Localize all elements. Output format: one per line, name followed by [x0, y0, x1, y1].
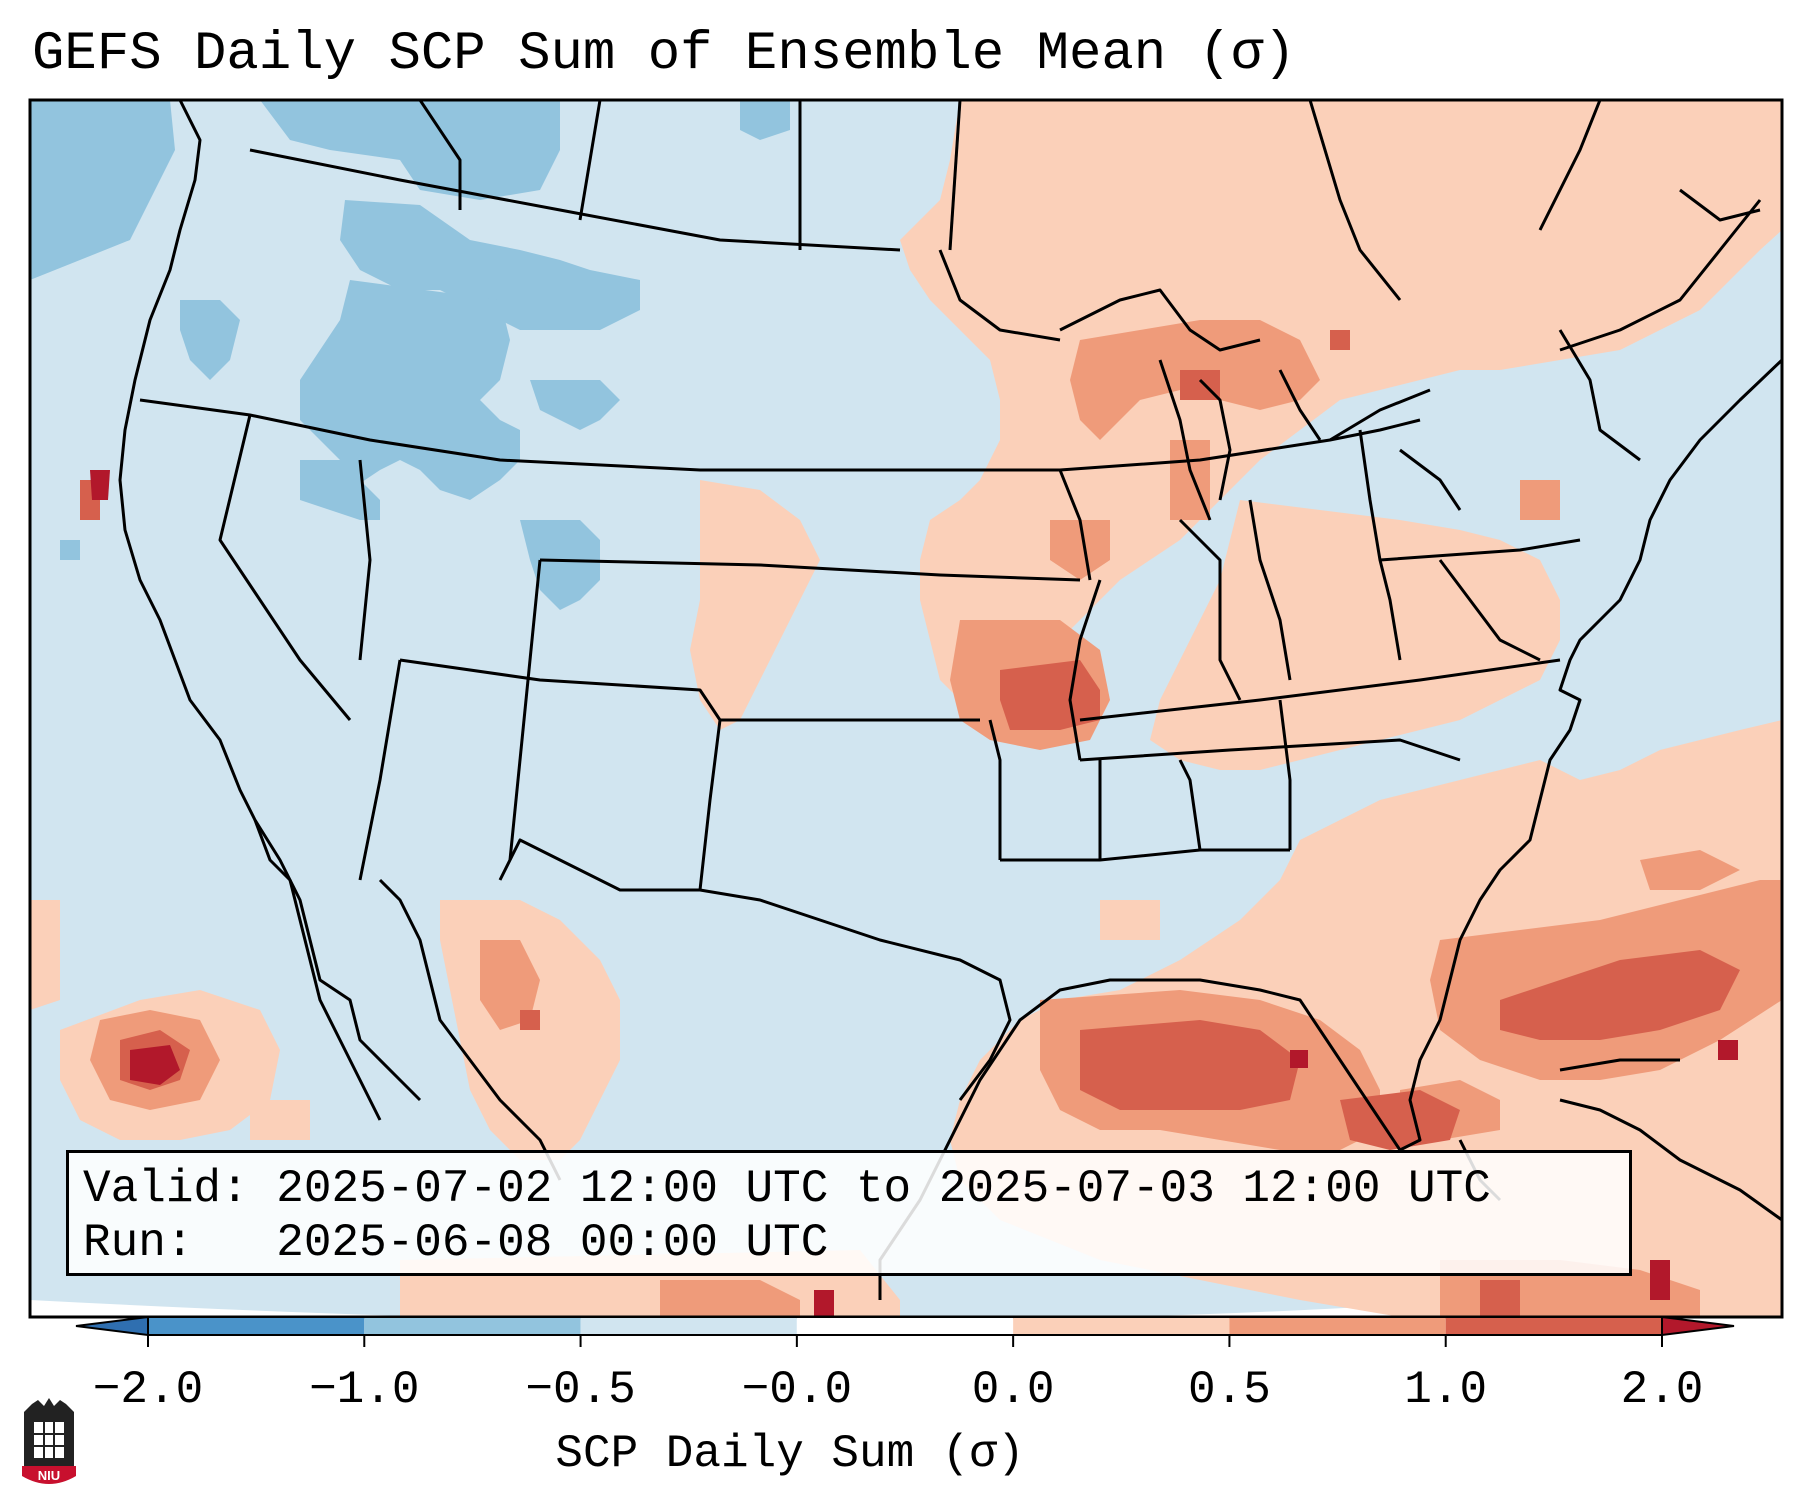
colorbar-extend-low: [75, 1315, 149, 1337]
colorbar-tick-label: −0.5: [525, 1364, 636, 1416]
field-medium-blue: [30, 100, 790, 610]
colorbar-tick-label: 1.0: [1404, 1364, 1488, 1416]
colorbar-bin: [1013, 1317, 1230, 1335]
colorbar-extend-high: [1661, 1315, 1735, 1337]
colorbar: [75, 1315, 1735, 1347]
info-box: Valid: 2025-07-02 12:00 UTC to 2025-07-0…: [66, 1150, 1632, 1276]
run-label: Run:: [83, 1217, 194, 1269]
valid-value: 2025-07-02 12:00 UTC to 2025-07-03 12:00…: [276, 1163, 1491, 1215]
colorbar-tick-label: −2.0: [92, 1364, 204, 1416]
chart-title: GEFS Daily SCP Sum of Ensemble Mean (σ): [32, 24, 1296, 85]
colorbar-bin: [580, 1317, 797, 1335]
colorbar-tick-label: −0.0: [741, 1364, 853, 1416]
colorbar-tick-label: 0.0: [971, 1364, 1055, 1416]
colorbar-bin: [364, 1317, 581, 1335]
run-line: Run: 2025-06-08 00:00 UTC: [83, 1217, 828, 1269]
map-panel: [30, 100, 1782, 1317]
field-dark-red: [90, 470, 1738, 1317]
colorbar-frame: [147, 1316, 1663, 1336]
colorbar-bin: [148, 1317, 365, 1335]
valid-label: Valid:: [83, 1163, 249, 1215]
colorbar-bin: [1445, 1317, 1662, 1335]
valid-line: Valid: 2025-07-02 12:00 UTC to 2025-07-0…: [83, 1163, 1491, 1215]
colorbar-bin: [1229, 1317, 1446, 1335]
niu-logo: NIU: [22, 1398, 76, 1484]
colorbar-bin: [796, 1317, 1014, 1335]
colorbar-tick-label: 0.5: [1188, 1364, 1271, 1416]
logo-text: NIU: [38, 1468, 60, 1483]
colorbar-tick-label: 2.0: [1620, 1364, 1704, 1416]
colorbar-tick-label: −1.0: [309, 1364, 420, 1416]
run-value: 2025-06-08 00:00 UTC: [276, 1217, 829, 1269]
colorbar-label: SCP Daily Sum (σ): [555, 1428, 1025, 1480]
map-borders: [118, 100, 1782, 1300]
